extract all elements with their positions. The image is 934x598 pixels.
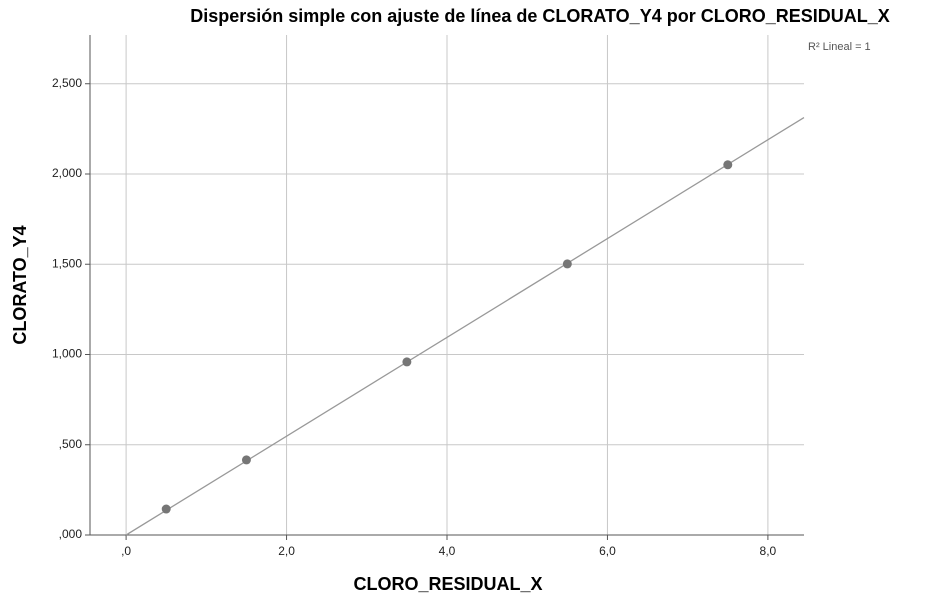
y-tick-label: 1,000	[52, 347, 82, 361]
x-tick-label: 8,0	[760, 544, 777, 558]
y-tick-label: 1,500	[52, 256, 82, 270]
y-tick-label: 2,500	[52, 76, 82, 90]
y-tick-label: ,000	[59, 527, 83, 541]
data-point	[723, 160, 733, 170]
y-tick-label: ,500	[59, 437, 83, 451]
data-point	[241, 455, 251, 465]
x-tick-label: 2,0	[278, 544, 295, 558]
fit-line	[125, 116, 805, 536]
chart-title: Dispersión simple con ajuste de línea de…	[190, 6, 890, 26]
x-tick-label: 6,0	[599, 544, 616, 558]
annotation: R² Lineal = 1	[808, 41, 871, 53]
data-point	[161, 504, 171, 514]
data-point	[562, 259, 572, 269]
x-tick-label: ,0	[121, 544, 131, 558]
y-tick-label: 2,000	[52, 166, 82, 180]
data-point	[402, 357, 412, 367]
y-axis-label: CLORATO_Y4	[10, 225, 30, 344]
x-axis-label: CLORO_RESIDUAL_X	[353, 574, 542, 594]
x-tick-label: 4,0	[439, 544, 456, 558]
